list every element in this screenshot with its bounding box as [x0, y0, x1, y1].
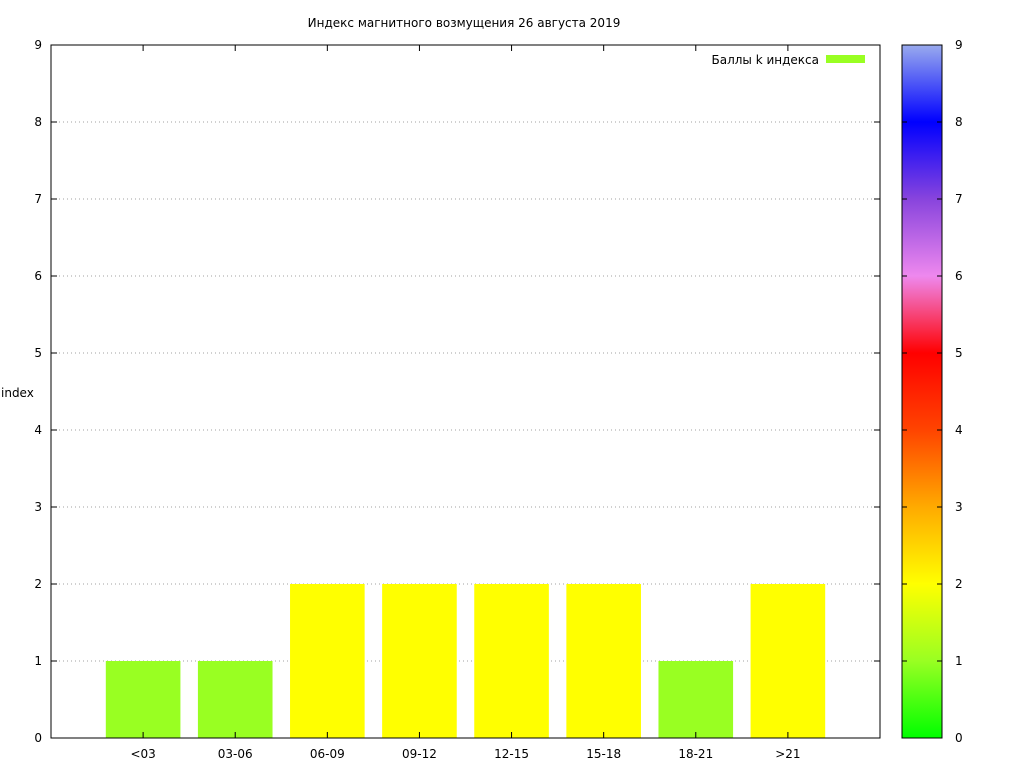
colorbar-tick-label: 9	[955, 38, 963, 52]
colorbar-tick-label: 2	[955, 577, 963, 591]
colorbar-tick-label: 1	[955, 654, 963, 668]
y-tick-label: 0	[34, 731, 42, 745]
y-tick-label: 1	[34, 654, 42, 668]
bar	[474, 584, 549, 738]
bar	[750, 584, 826, 738]
chart-title: Индекс магнитного возмущения 26 августа …	[308, 16, 621, 30]
x-tick-label: 06-09	[310, 747, 345, 761]
x-tick-label: 15-18	[586, 747, 621, 761]
y-tick-label: 6	[34, 269, 42, 283]
y-tick-label: 8	[34, 115, 42, 129]
bar	[105, 661, 181, 738]
colorbar-tick-label: 6	[955, 269, 963, 283]
x-tick-label: 18-21	[678, 747, 713, 761]
bars	[105, 584, 826, 738]
colorbar: 0 1 2 3 4 5 6 7 8 9	[901, 38, 963, 745]
plot-frame	[50, 44, 881, 739]
legend: Баллы k индекса	[711, 53, 865, 67]
bar	[290, 584, 365, 738]
colorbar-tick-label: 0	[955, 731, 963, 745]
y-tick-label: 2	[34, 577, 42, 591]
y-ticks: 0 1 2 3 4 5 6 7 8 9	[34, 38, 880, 745]
x-tick-label: 09-12	[402, 747, 437, 761]
bar	[566, 584, 641, 738]
y-tick-label: 4	[34, 423, 42, 437]
legend-label: Баллы k индекса	[711, 53, 819, 67]
y-tick-label: 5	[34, 346, 42, 360]
bar	[382, 584, 457, 738]
colorbar-tick-label: 3	[955, 500, 963, 514]
y-tick-label: 3	[34, 500, 42, 514]
y-axis-label: index	[1, 386, 34, 400]
grid-lines	[51, 121, 880, 662]
bar	[197, 661, 273, 738]
colorbar-tick-label: 5	[955, 346, 963, 360]
y-tick-label: 9	[34, 38, 42, 52]
x-ticks: <03 03-06 06-09 09-12 12-15 15-18 18-21 >21	[130, 45, 801, 761]
x-tick-label: >21	[775, 747, 800, 761]
legend-swatch	[826, 55, 865, 63]
colorbar-gradient	[902, 45, 942, 738]
colorbar-frame	[901, 44, 943, 739]
bar	[658, 661, 734, 738]
x-tick-label: <03	[130, 747, 155, 761]
y-tick-label: 7	[34, 192, 42, 206]
colorbar-tick-label: 7	[955, 192, 963, 206]
colorbar-tick-label: 4	[955, 423, 963, 437]
plot-border	[50, 44, 881, 739]
colorbar-tick-label: 8	[955, 115, 963, 129]
x-tick-label: 03-06	[218, 747, 253, 761]
x-tick-label: 12-15	[494, 747, 529, 761]
